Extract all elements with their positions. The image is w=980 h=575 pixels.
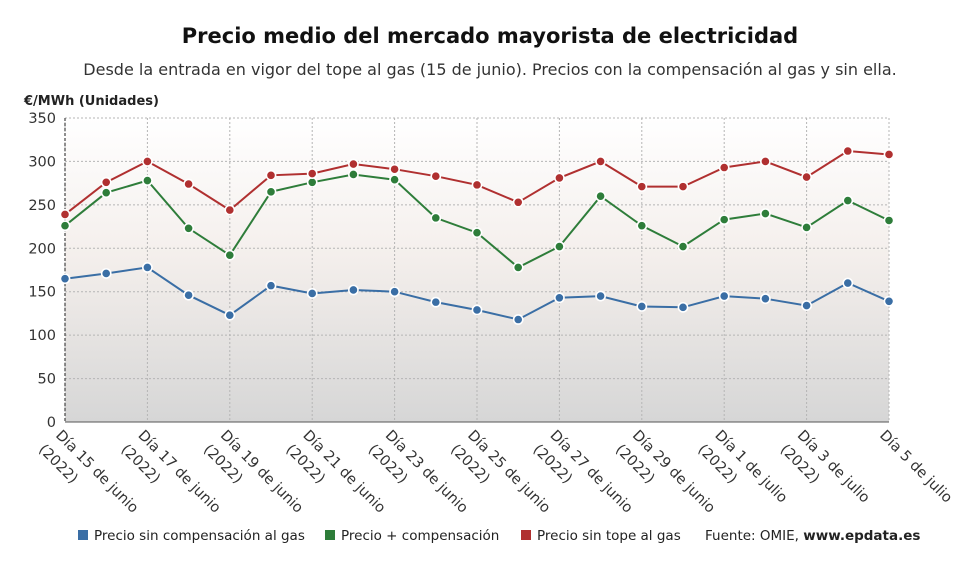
data-point[interactable] xyxy=(59,209,71,220)
data-point[interactable] xyxy=(718,214,730,226)
data-point[interactable] xyxy=(760,293,771,305)
data-point[interactable] xyxy=(389,163,400,175)
data-point[interactable] xyxy=(347,169,359,180)
data-point[interactable] xyxy=(883,295,895,307)
legend: Precio sin compensación al gas Precio + … xyxy=(78,528,958,548)
x-tick-label: Día 3 de julio(2022) xyxy=(777,428,873,507)
data-point[interactable] xyxy=(430,212,442,224)
data-point[interactable] xyxy=(100,187,112,199)
data-point[interactable] xyxy=(183,222,194,234)
data-point[interactable] xyxy=(100,176,112,188)
legend-swatch xyxy=(325,530,335,540)
data-point[interactable] xyxy=(636,301,648,312)
data-point[interactable] xyxy=(183,178,194,190)
data-point[interactable] xyxy=(595,156,606,167)
y-tick-label: 300 xyxy=(28,154,56,170)
data-point[interactable] xyxy=(883,149,895,160)
data-point[interactable] xyxy=(760,156,771,167)
data-point[interactable] xyxy=(677,241,689,252)
data-point[interactable] xyxy=(224,249,236,261)
y-tick-label: 200 xyxy=(28,241,56,257)
data-point[interactable] xyxy=(842,145,854,157)
data-point[interactable] xyxy=(554,292,565,304)
data-point[interactable] xyxy=(801,171,812,183)
data-point[interactable] xyxy=(430,296,442,308)
legend-label: Precio sin compensación al gas xyxy=(94,528,305,544)
data-point[interactable] xyxy=(265,280,277,292)
y-axis-label: €/MWh (Unidades) xyxy=(23,94,159,109)
series-group xyxy=(59,145,895,325)
source-note: Fuente: OMIE, www.epdata.es xyxy=(705,528,920,544)
data-point[interactable] xyxy=(347,158,359,170)
data-point[interactable] xyxy=(512,314,524,325)
x-tick-label: Día 5 de julio xyxy=(876,428,955,507)
data-point[interactable] xyxy=(141,156,153,167)
legend-swatch xyxy=(521,530,531,540)
data-point[interactable] xyxy=(59,220,71,232)
data-point[interactable] xyxy=(224,309,236,321)
x-tick-label-line: Día 5 de julio xyxy=(876,428,955,507)
data-point[interactable] xyxy=(801,222,812,233)
y-tick-label: 350 xyxy=(28,111,56,127)
y-tick-label: 50 xyxy=(38,372,56,388)
data-point[interactable] xyxy=(306,176,318,188)
y-axis: 0 50 100 150 200 250 300 350 xyxy=(28,111,56,431)
data-point[interactable] xyxy=(183,289,194,301)
data-point[interactable] xyxy=(677,301,689,313)
data-point[interactable] xyxy=(347,284,359,296)
line-chart: 0 50 100 150 200 250 300 350 Día 15 de junio(20… xyxy=(23,94,955,517)
data-point[interactable] xyxy=(636,220,648,232)
data-point[interactable] xyxy=(389,174,400,186)
data-point[interactable] xyxy=(883,215,895,226)
legend-label: Precio sin tope al gas xyxy=(537,528,681,544)
data-point[interactable] xyxy=(718,290,730,302)
data-point[interactable] xyxy=(842,277,854,289)
data-point[interactable] xyxy=(842,195,854,206)
data-point[interactable] xyxy=(595,190,606,202)
legend-item-compensacion[interactable]: Precio + compensación xyxy=(325,528,499,544)
data-point[interactable] xyxy=(512,261,524,273)
data-point[interactable] xyxy=(718,162,730,173)
legend-swatch xyxy=(78,530,88,540)
legend-item-sin-tope[interactable]: Precio sin tope al gas xyxy=(521,528,681,544)
data-point[interactable] xyxy=(554,172,565,184)
chart-title: Precio medio del mercado mayorista de el… xyxy=(181,24,799,48)
data-point[interactable] xyxy=(554,241,565,252)
y-tick-label: 0 xyxy=(47,415,56,431)
data-point[interactable] xyxy=(306,168,318,179)
data-point[interactable] xyxy=(430,170,442,182)
y-tick-label: 100 xyxy=(28,328,56,344)
data-point[interactable] xyxy=(512,196,524,208)
data-point[interactable] xyxy=(59,273,71,285)
y-tick-label: 150 xyxy=(28,285,56,301)
data-point[interactable] xyxy=(677,181,689,193)
x-tick-label: Día 15 de junio(2022) xyxy=(35,428,141,517)
legend-item-sin-compensacion[interactable]: Precio sin compensación al gas xyxy=(78,528,305,544)
y-tick-label: 250 xyxy=(28,198,56,214)
data-point[interactable] xyxy=(595,290,606,302)
source-link[interactable]: www.epdata.es xyxy=(803,528,921,544)
data-point[interactable] xyxy=(141,175,153,186)
source-prefix: Fuente: OMIE, xyxy=(705,528,804,544)
data-point[interactable] xyxy=(265,169,277,181)
data-point[interactable] xyxy=(389,286,400,298)
x-axis: Día 15 de junio(2022) Día 17 de junio(202… xyxy=(35,428,955,517)
chart-subtitle: Desde la entrada en vigor del tope al ga… xyxy=(83,60,897,79)
data-point[interactable] xyxy=(224,204,236,216)
data-point[interactable] xyxy=(636,181,648,193)
data-point[interactable] xyxy=(471,227,483,239)
data-point[interactable] xyxy=(760,208,771,219)
data-point[interactable] xyxy=(141,261,153,273)
data-point[interactable] xyxy=(306,288,318,299)
data-point[interactable] xyxy=(265,186,277,198)
data-point[interactable] xyxy=(801,300,812,312)
legend-label: Precio + compensación xyxy=(341,528,500,544)
data-point[interactable] xyxy=(100,268,112,279)
data-point[interactable] xyxy=(471,304,483,316)
data-point[interactable] xyxy=(471,179,483,191)
